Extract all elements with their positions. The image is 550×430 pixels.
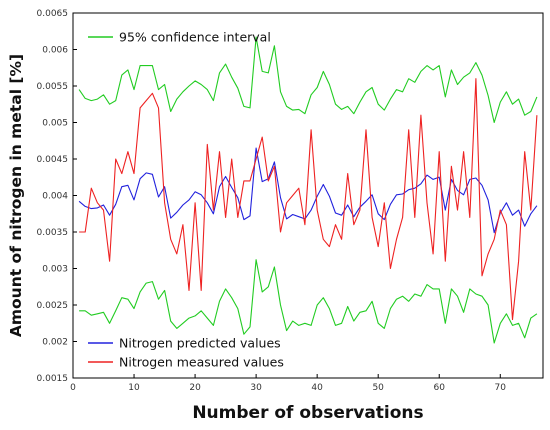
y-tick-label: 0.0045	[37, 155, 69, 165]
y-tick-label: 0.002	[42, 338, 68, 348]
x-tick-label: 60	[434, 383, 446, 393]
x-axis-title: Number of observations	[192, 403, 423, 423]
y-tick-label: 0.006	[42, 46, 68, 56]
legend-confidence-interval: 95% confidence interval	[88, 30, 271, 45]
y-tick-label: 0.0015	[37, 374, 69, 384]
y-tick-label: 0.003	[42, 265, 68, 275]
x-tick-label: 30	[250, 383, 262, 393]
y-tick-label: 0.0035	[37, 228, 69, 238]
legend-label: Nitrogen predicted values	[119, 336, 281, 351]
legend-label: 95% confidence interval	[119, 30, 271, 45]
y-axis-title: Amount of nitrogen in metal [%]	[7, 54, 25, 337]
series-line-95-confidence-interval	[78, 36, 538, 124]
axis-ticks: 0 10 20 30 40 50 60 70 0.0015 0.002 0.0025 0.003 0.0…	[37, 9, 507, 393]
legend-nitrogen-values: Nitrogen predicted values Nitrogen measur…	[88, 336, 284, 370]
y-tick-label: 0.0065	[37, 9, 69, 19]
series-line-nitrogen-predicted-values	[78, 147, 538, 234]
y-tick-label: 0.005	[42, 119, 68, 129]
y-tick-label: 0.0055	[37, 82, 69, 92]
y-tick-label: 0.0025	[37, 301, 69, 311]
x-tick-label: 10	[128, 383, 140, 393]
x-tick-label: 0	[70, 383, 76, 393]
plot-area	[78, 36, 538, 344]
series-line-confidence-interval-lower	[79, 259, 538, 344]
y-tick-label: 0.004	[42, 192, 68, 202]
legend-label: Nitrogen measured values	[119, 355, 284, 370]
x-tick-label: 50	[372, 383, 384, 393]
x-tick-label: 20	[189, 383, 201, 393]
x-tick-label: 40	[311, 383, 323, 393]
series-line-nitrogen-measured-values	[79, 78, 538, 321]
x-tick-label: 70	[495, 383, 507, 393]
